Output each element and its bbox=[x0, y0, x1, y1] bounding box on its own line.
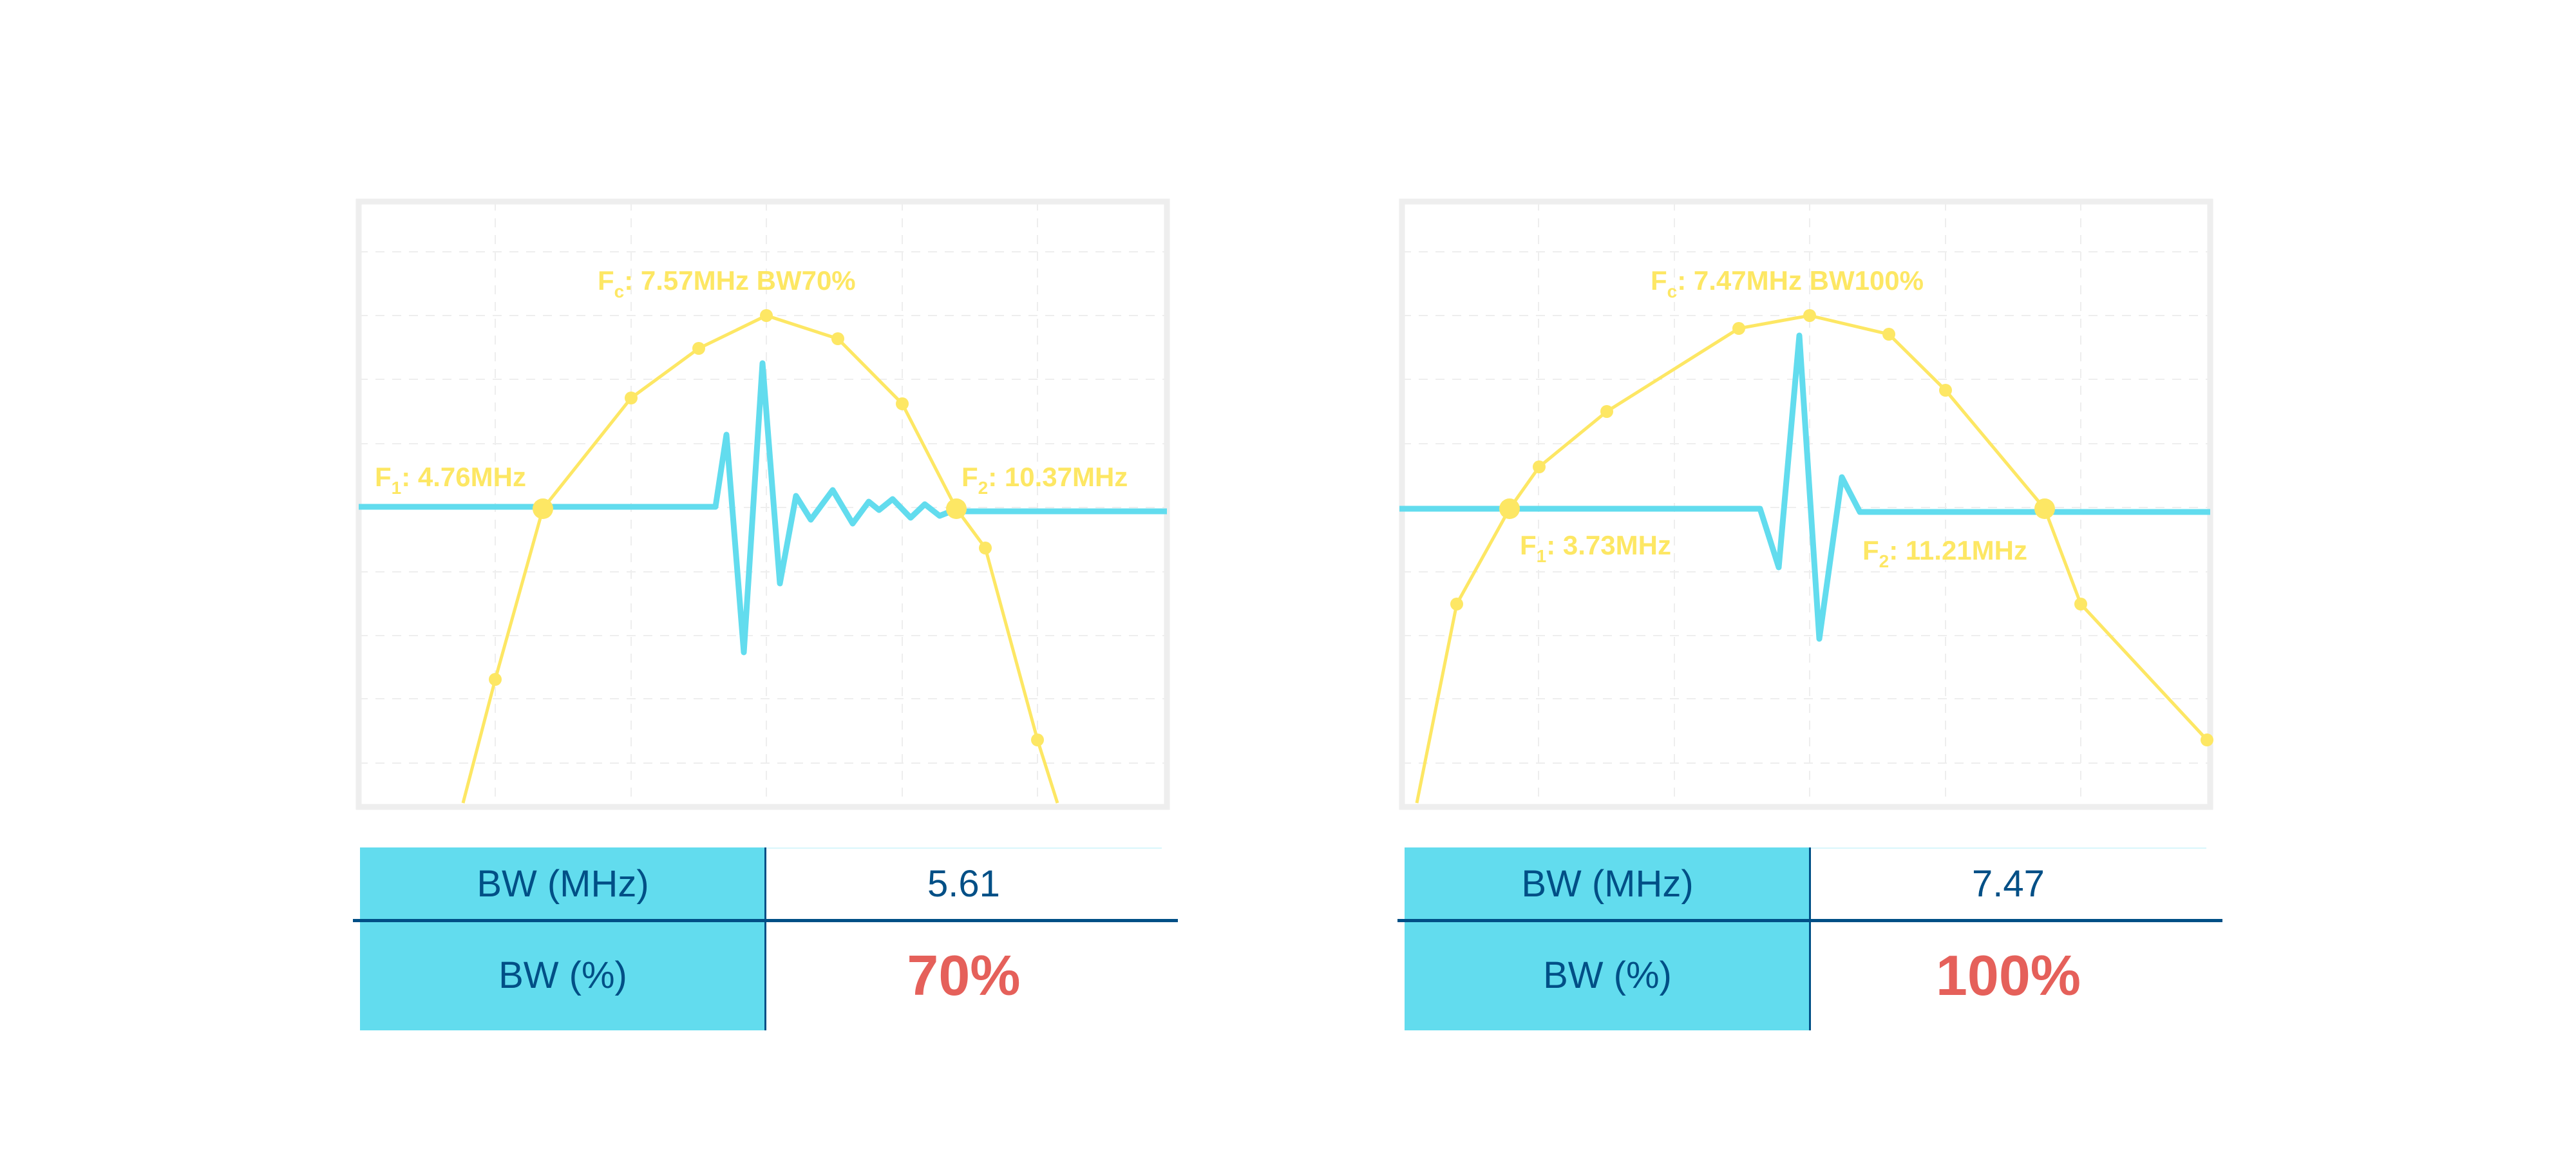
bw-percent-value: 100% bbox=[1935, 943, 2081, 1007]
bw-percent-value: 70% bbox=[907, 943, 1021, 1007]
f1-label: F1: 3.73MHz bbox=[1520, 530, 1671, 566]
spectrum-panel-left: Fc: 7.57MHz BW70% F1: 4.76MHz F2: 10.37M… bbox=[355, 198, 1170, 810]
bw-mhz-header: BW (MHz) bbox=[1405, 847, 1810, 920]
divider bbox=[1809, 847, 1811, 1030]
spectrum-points bbox=[489, 309, 1044, 746]
bw-percent-header: BW (%) bbox=[1405, 920, 1810, 1030]
divider bbox=[764, 847, 766, 1030]
center-frequency-label: Fc: 7.57MHz BW70% bbox=[598, 265, 856, 301]
f1-marker bbox=[533, 498, 553, 519]
pulse-waveform bbox=[1399, 332, 2210, 642]
divider bbox=[353, 919, 1178, 922]
f1-label: F1: 4.76MHz bbox=[375, 462, 526, 498]
divider bbox=[1397, 919, 2222, 922]
bw-mhz-value: 5.61 bbox=[927, 863, 1000, 905]
chart-frame bbox=[1399, 198, 2213, 810]
bw-mhz-header: BW (MHz) bbox=[360, 847, 766, 920]
f2-marker bbox=[2034, 498, 2055, 519]
frequency-spectrum-curve bbox=[461, 314, 1059, 804]
frequency-spectrum-curve bbox=[1415, 314, 2208, 804]
pulse-waveform bbox=[359, 360, 1167, 656]
f1-marker bbox=[1499, 498, 1520, 519]
bw-percent-header: BW (%) bbox=[360, 920, 766, 1030]
spectrum-points bbox=[1450, 309, 2213, 746]
bw-mhz-value: 7.47 bbox=[1972, 863, 2045, 905]
f2-label: F2: 10.37MHz bbox=[961, 462, 1128, 498]
bandwidth-table-right: BW (MHz) 7.47 BW (%) 100% bbox=[1397, 847, 2222, 1030]
spectrum-diagram-right: Fc: 7.47MHz BW100% F1: 3.73MHz F2: 11.21… bbox=[1399, 198, 2213, 810]
bandwidth-table-left: BW (MHz) 5.61 BW (%) 70% bbox=[353, 847, 1178, 1030]
spectrum-panel-right: Fc: 7.47MHz BW100% F1: 3.73MHz F2: 11.21… bbox=[1399, 198, 2213, 810]
f2-label: F2: 11.21MHz bbox=[1862, 535, 2027, 571]
center-frequency-label: Fc: 7.47MHz BW100% bbox=[1651, 265, 1924, 301]
spectrum-diagram-left: Fc: 7.57MHz BW70% F1: 4.76MHz F2: 10.37M… bbox=[355, 198, 1170, 810]
f2-marker bbox=[946, 498, 967, 519]
